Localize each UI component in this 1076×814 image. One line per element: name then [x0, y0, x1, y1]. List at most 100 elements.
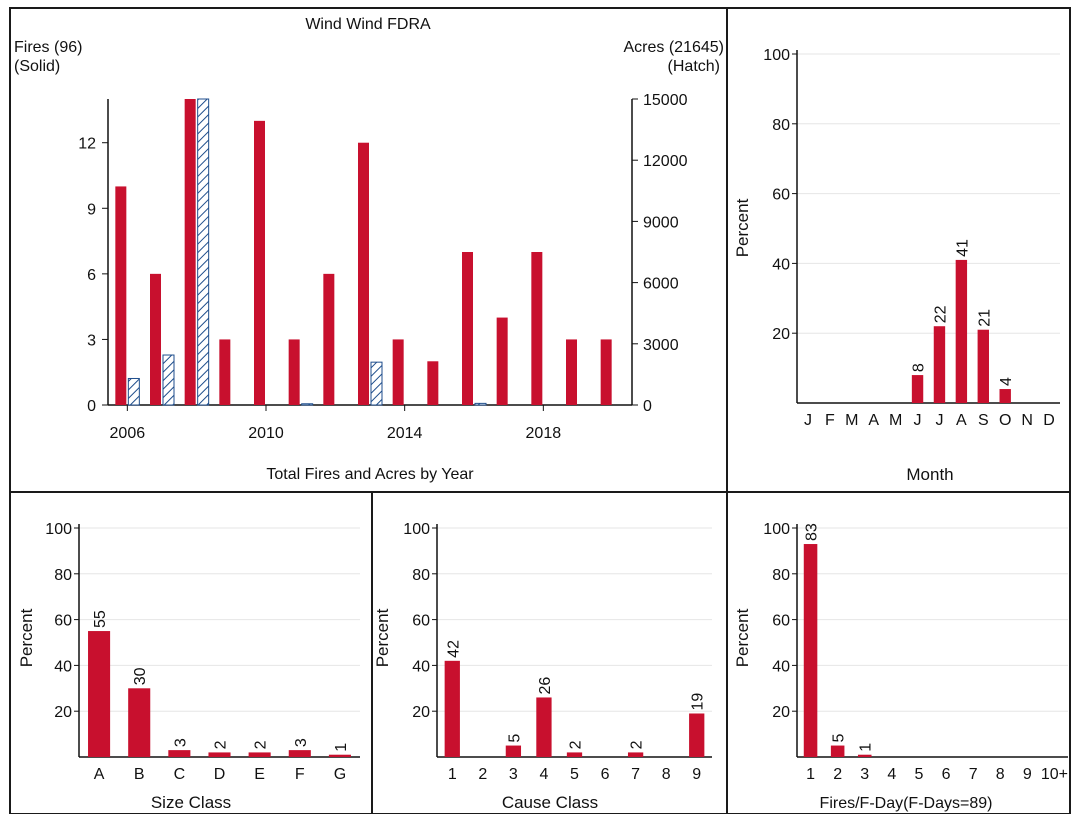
- percent-bar: [168, 750, 191, 757]
- yearly-left-tick-label: 0: [87, 398, 96, 415]
- bar-value-label: 4: [998, 377, 1015, 386]
- yearly-right-label-1: Acres (21645): [624, 39, 725, 56]
- percent-bar: [627, 752, 644, 757]
- x-tick-label: E: [254, 766, 265, 783]
- x-tick-label: 8: [662, 766, 671, 783]
- x-tick-label: 7: [631, 766, 640, 783]
- x-tick-label: 5: [570, 766, 579, 783]
- fires-bar: [462, 252, 473, 405]
- bar-value-label: 2: [213, 740, 230, 749]
- bar-value-label: 2: [568, 740, 585, 749]
- y-tick-label: 60: [772, 613, 790, 630]
- percent-bar: [911, 375, 924, 403]
- y-tick-label: 20: [772, 704, 790, 721]
- yearly-left-tick-label: 3: [87, 332, 96, 349]
- y-tick-label: 100: [45, 521, 72, 538]
- cause-ylabel: Percent: [373, 608, 392, 667]
- yearly-x-tick-label: 2010: [248, 425, 284, 442]
- fday-chart: Percent Fires/F-Day(F-Days=89) 20 40 60 80 1…: [733, 521, 1068, 812]
- acres-bar: [162, 354, 175, 406]
- yearly-left-tick-label: 6: [87, 267, 96, 284]
- bar-value-label: 1: [858, 743, 875, 752]
- x-tick-label: O: [999, 412, 1011, 429]
- percent-bar: [536, 697, 552, 757]
- x-tick-label: F: [295, 766, 305, 783]
- x-tick-label: 9: [692, 766, 701, 783]
- size-ylabel: Percent: [17, 608, 36, 667]
- bar-value-label: 2: [629, 740, 646, 749]
- x-tick-label: 6: [601, 766, 610, 783]
- yearly-right-tick-label: 3000: [643, 337, 679, 354]
- percent-bar: [88, 631, 111, 757]
- fires-bar: [358, 142, 369, 405]
- x-tick-label: S: [978, 412, 989, 429]
- x-tick-label: D: [1043, 412, 1055, 429]
- yearly-right-tick-label: 15000: [643, 92, 688, 109]
- x-tick-label: 2: [833, 766, 842, 783]
- acres-bar: [474, 402, 487, 406]
- percent-bar: [288, 750, 311, 757]
- yearly-x-tick-label: 2014: [387, 425, 423, 442]
- yearly-title: Wind Wind FDRA: [305, 16, 431, 33]
- fires-bar: [150, 273, 161, 405]
- x-tick-label: 3: [509, 766, 518, 783]
- y-tick-label: 100: [763, 521, 790, 538]
- yearly-right-tick-label: 6000: [643, 276, 679, 293]
- bar-value-label: 19: [690, 693, 707, 711]
- y-tick-label: 80: [54, 567, 72, 584]
- x-tick-label: M: [845, 412, 858, 429]
- cause-panel-frame: [371, 491, 728, 814]
- yearly-xlabel: Total Fires and Acres by Year: [266, 466, 474, 483]
- x-tick-label: M: [889, 412, 902, 429]
- bar-value-label: 41: [954, 239, 971, 257]
- fires-bar: [392, 339, 404, 405]
- y-tick-label: 20: [772, 326, 790, 343]
- size-xlabel: Size Class: [151, 793, 231, 812]
- x-tick-label: G: [334, 766, 346, 783]
- percent-bar: [803, 544, 818, 757]
- acres-bar: [127, 377, 140, 406]
- x-tick-label: 1: [448, 766, 457, 783]
- percent-bar: [505, 745, 522, 757]
- fires-bar: [323, 273, 335, 405]
- bar-value-label: 21: [976, 309, 993, 327]
- x-tick-label: 2: [478, 766, 487, 783]
- bar-value-label: 1: [333, 743, 350, 752]
- acres-bar: [197, 98, 210, 406]
- yearly-x-tick-label: 2006: [110, 425, 146, 442]
- percent-bar: [977, 329, 989, 403]
- percent-bar: [248, 752, 271, 757]
- yearly-right-tick-label: 0: [643, 398, 652, 415]
- fires-bar: [566, 339, 577, 405]
- y-tick-label: 20: [412, 704, 430, 721]
- bar-value-label: 26: [537, 677, 554, 695]
- percent-bar: [689, 713, 705, 757]
- y-tick-label: 80: [772, 567, 790, 584]
- panel-frames: [9, 7, 1071, 814]
- y-tick-label: 60: [54, 613, 72, 630]
- fires-bar: [115, 186, 127, 405]
- x-tick-label: A: [956, 412, 967, 429]
- bar-value-label: 3: [172, 738, 189, 747]
- percent-bar: [830, 745, 845, 757]
- y-tick-label: 60: [772, 187, 790, 204]
- x-tick-label: D: [214, 766, 226, 783]
- y-tick-label: 40: [412, 658, 430, 675]
- x-tick-label: 1: [806, 766, 815, 783]
- y-tick-label: 40: [772, 256, 790, 273]
- yearly-right-label-2: (Hatch): [668, 58, 720, 75]
- y-tick-label: 40: [54, 658, 72, 675]
- acres-bar: [370, 361, 383, 406]
- y-tick-label: 20: [54, 704, 72, 721]
- yearly-left-tick-label: 9: [87, 201, 96, 218]
- fday-ylabel: Percent: [733, 608, 752, 667]
- percent-bar: [955, 259, 968, 403]
- yearly-chart: Wind Wind FDRA Fires (96) (Solid) Acres …: [14, 16, 724, 483]
- y-tick-label: 40: [772, 658, 790, 675]
- bar-value-label: 3: [293, 738, 310, 747]
- bar-value-label: 5: [831, 734, 848, 743]
- fires-bar: [531, 252, 543, 405]
- bar-value-label: 8: [911, 363, 928, 372]
- fires-bar: [600, 339, 612, 405]
